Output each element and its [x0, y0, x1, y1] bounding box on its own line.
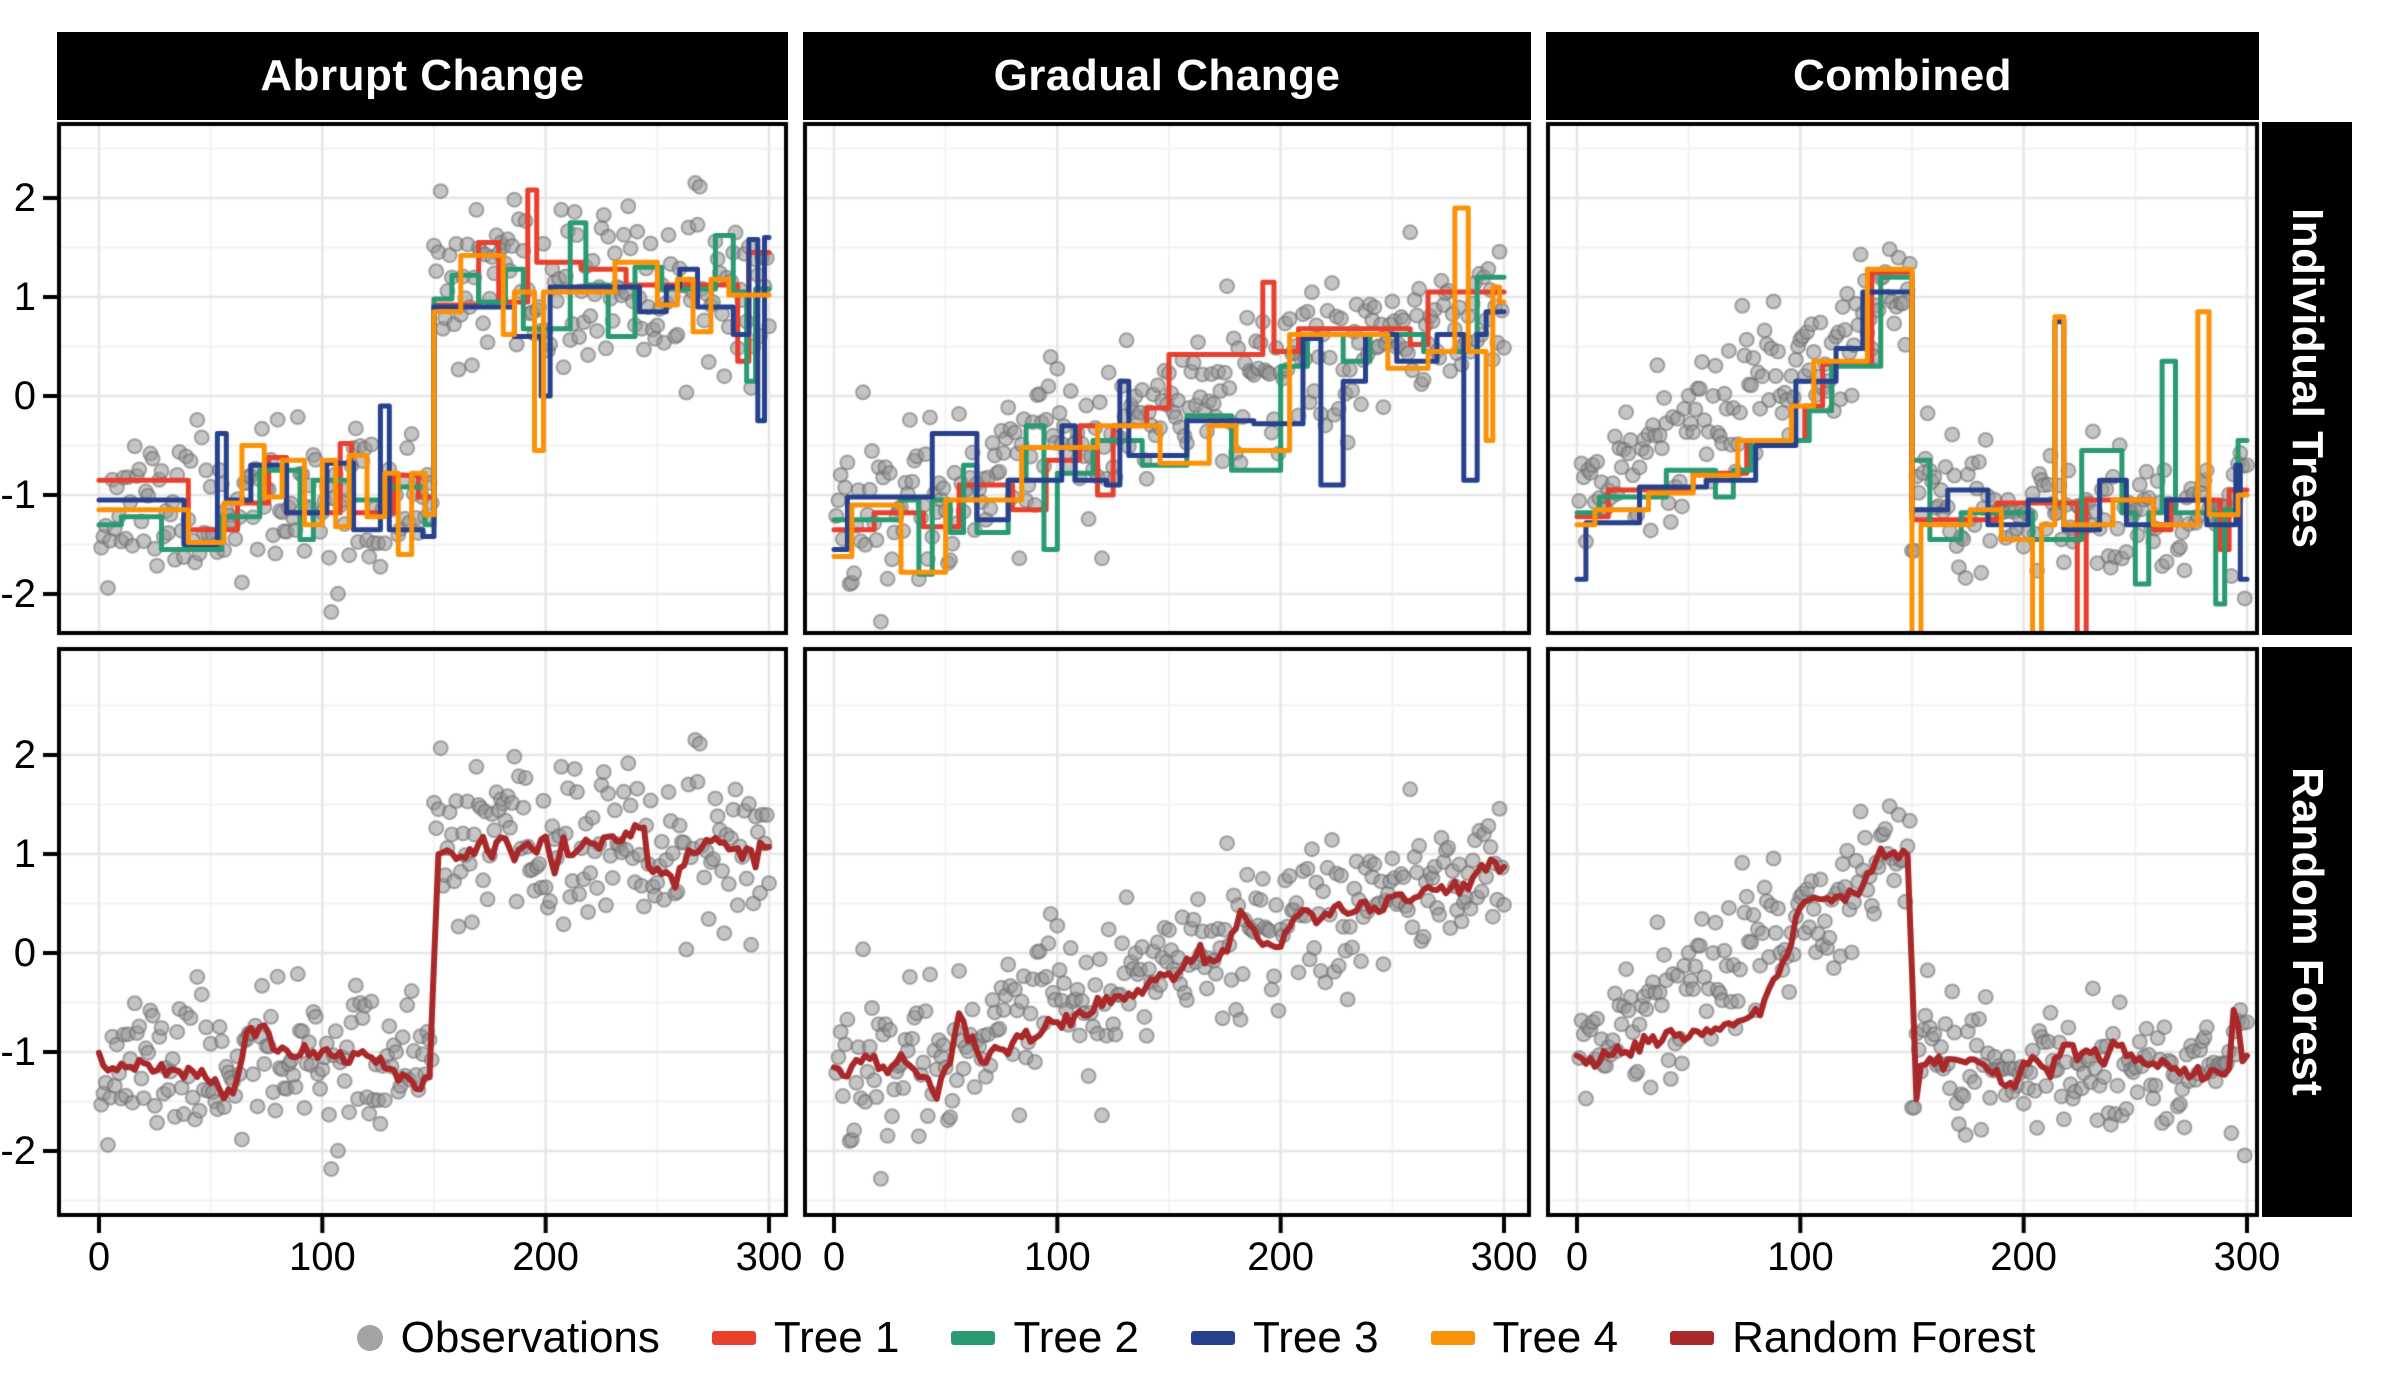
- facet-strip-label: Random Forest: [2283, 767, 2332, 1097]
- legend-item-tree-4: Tree 4: [1430, 1313, 1619, 1363]
- x-tick-label: 100: [1766, 1235, 1834, 1279]
- y-tick-label: -2: [0, 1129, 36, 1173]
- x-tick-label: 0: [822, 1235, 846, 1279]
- y-tick-label: 1: [13, 275, 36, 319]
- y-tick-label: 0: [13, 931, 36, 975]
- y-tick-label: 2: [13, 176, 36, 220]
- facet-strip-random-forest: Random Forest: [2262, 647, 2352, 1217]
- legend-label: Observations: [400, 1313, 660, 1362]
- legend-line-marker: [1191, 1331, 1235, 1345]
- facet-strip-gradual-change: Gradual Change: [803, 32, 1531, 120]
- legend-label: Tree 3: [1253, 1313, 1379, 1362]
- x-tick-label: 200: [1990, 1235, 2058, 1279]
- y-tick-label: -1: [0, 1030, 36, 1074]
- y-tick-label: 0: [13, 374, 36, 418]
- x-tick-label: 0: [1565, 1235, 1589, 1279]
- x-tick-label: 300: [735, 1235, 803, 1279]
- legend-label: Random Forest: [1732, 1313, 2036, 1362]
- legend-line-marker: [951, 1331, 996, 1345]
- x-tick-label: 300: [2213, 1235, 2281, 1279]
- legend-label: Tree 2: [1013, 1313, 1139, 1362]
- y-tick-label: 2: [13, 733, 36, 777]
- facet-strip-individual-trees: Individual Trees: [2262, 122, 2352, 635]
- x-tick-label: 200: [512, 1235, 580, 1279]
- y-tick-label: -1: [0, 473, 36, 517]
- legend-item-tree-3: Tree 3: [1191, 1313, 1379, 1363]
- legend-label: Tree 1: [773, 1313, 900, 1362]
- chart-legend: Observations Tree 1 Tree 2 Tree 3 Tree 4 Rand…: [0, 1296, 2392, 1380]
- legend-line-marker: [1670, 1331, 1715, 1345]
- legend-item-tree-2: Tree 2: [951, 1313, 1139, 1363]
- y-tick-label: -2: [0, 572, 36, 616]
- legend-item-random-forest: Random Forest: [1670, 1313, 2035, 1363]
- legend-item-observations: Observations: [356, 1313, 660, 1363]
- facet-strip-abrupt-change: Abrupt Change: [57, 32, 788, 120]
- legend-label: Tree 4: [1492, 1313, 1619, 1362]
- x-tick-label: 100: [288, 1235, 356, 1279]
- legend-line-marker: [711, 1331, 756, 1345]
- x-tick-label: 200: [1247, 1235, 1315, 1279]
- facet-strip-label: Abrupt Change: [260, 51, 585, 100]
- x-tick-label: 100: [1023, 1235, 1091, 1279]
- y-tick-label: 1: [13, 832, 36, 876]
- x-tick-label: 0: [87, 1235, 111, 1279]
- legend-item-tree-1: Tree 1: [711, 1313, 900, 1363]
- x-tick-label: 300: [1470, 1235, 1538, 1279]
- facet-strip-label: Gradual Change: [993, 51, 1341, 100]
- legend-line-marker: [1430, 1331, 1475, 1345]
- legend-point-marker: [356, 1325, 383, 1351]
- facet-strip-label: Individual Trees: [2283, 208, 2332, 549]
- facet-strip-combined: Combined: [1546, 32, 2259, 120]
- facet-strip-label: Combined: [1792, 51, 2013, 100]
